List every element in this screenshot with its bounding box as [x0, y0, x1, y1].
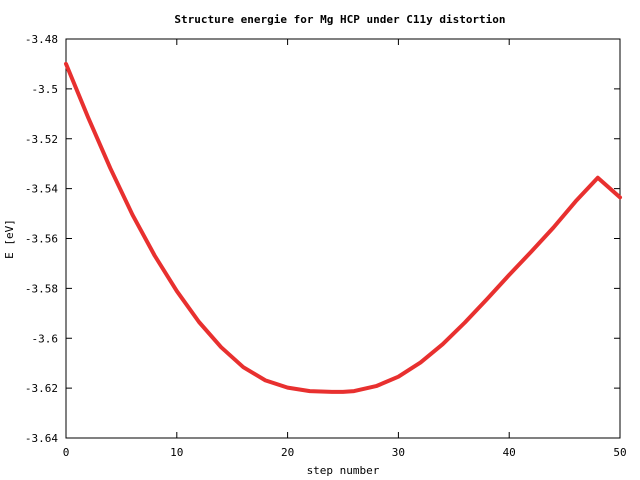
y-tick-label: -3.5 — [32, 83, 59, 96]
x-tick-label: 40 — [503, 446, 516, 459]
y-axis-label: E [eV] — [3, 219, 16, 259]
y-tick-label: -3.48 — [25, 33, 58, 46]
series-line — [64, 61, 622, 394]
series-layer — [64, 61, 622, 394]
y-tick-label: -3.58 — [25, 282, 58, 295]
axis-ticks: -3.48 -3.5 -3.52 -3.54 -3.56 -3.58 -3.6 -3.62 -3… — [25, 33, 627, 459]
chart-title: Structure energie for Mg HCP under C11y … — [174, 13, 505, 26]
x-axis-label: step number — [307, 464, 380, 477]
plot-frame — [65, 38, 621, 439]
x-tick-label: 10 — [170, 446, 183, 459]
y-tick-label: -3.52 — [25, 133, 58, 146]
x-tick-label: 0 — [63, 446, 70, 459]
y-tick-label: -3.6 — [32, 332, 59, 345]
y-tick-label: -3.56 — [25, 233, 58, 246]
y-tick-label: -3.54 — [25, 183, 58, 196]
x-tick-label: 30 — [392, 446, 405, 459]
y-tick-label: -3.62 — [25, 382, 58, 395]
x-tick-label: 20 — [281, 446, 294, 459]
y-tick-label: -3.64 — [25, 432, 58, 445]
x-tick-label: 50 — [613, 446, 626, 459]
